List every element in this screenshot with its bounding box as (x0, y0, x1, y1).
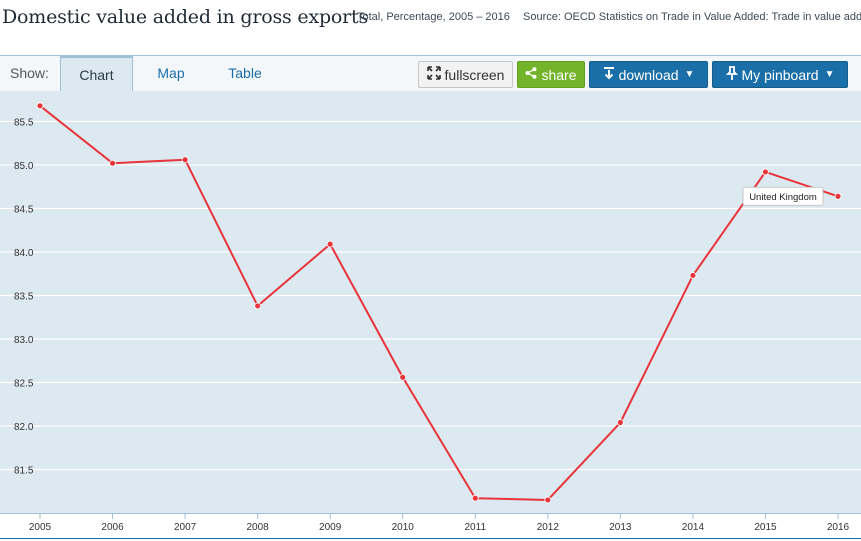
x-tick-label: 2013 (609, 522, 632, 533)
y-tick-label: 83.5 (14, 291, 34, 302)
y-tick-label: 85.5 (14, 117, 34, 128)
download-label: download (618, 66, 679, 83)
x-tick-label: 2015 (754, 522, 777, 533)
source-label: Source: OECD Statistics on Trade in Valu… (523, 11, 861, 23)
legend-tooltip-label: United Kingdom (749, 192, 817, 203)
data-point (254, 302, 262, 310)
data-point (471, 494, 479, 502)
x-tick-label: 2016 (827, 522, 850, 533)
y-tick-label: 83.0 (14, 335, 34, 346)
y-tick-label: 84.0 (14, 248, 34, 259)
x-tick-label: 2012 (537, 522, 560, 533)
download-button[interactable]: download ▼ (589, 61, 708, 88)
x-tick-label: 2011 (465, 522, 487, 533)
data-point (762, 168, 769, 176)
data-point (616, 419, 624, 426)
line-chart: 81.5 82.0 82.5 83.0 83.5 84.0 84.5 85.0 85.5 200… (0, 91, 861, 539)
x-tick-label: 2010 (392, 522, 415, 533)
x-tick-label: 2008 (247, 522, 270, 533)
y-axis-ticks: 81.5 82.0 82.5 83.0 83.5 84.0 84.5 85.0 85.5 (14, 117, 34, 476)
data-point (834, 192, 842, 200)
plot-background (0, 91, 861, 513)
toolbar: Show: Chart Map Table fullscreen share d… (0, 55, 861, 91)
x-tick-label: 2006 (101, 522, 124, 533)
y-tick-label: 85.0 (14, 161, 34, 172)
fullscreen-button[interactable]: fullscreen (418, 61, 513, 88)
pin-icon (725, 66, 738, 83)
pinboard-button[interactable]: My pinboard ▼ (712, 61, 848, 88)
caret-down-icon: ▼ (824, 69, 835, 80)
data-point (544, 496, 552, 504)
chart-title: Domestic value added in gross exports (2, 6, 369, 28)
data-point (181, 156, 189, 164)
legend-tooltip-box (742, 186, 824, 206)
x-tick-label: 2014 (682, 522, 705, 533)
tab-map[interactable]: Map (157, 65, 185, 81)
annotation-layer: United Kingdom (742, 186, 824, 206)
y-tick-label: 84.5 (14, 204, 34, 215)
share-label: share (541, 66, 577, 83)
x-tick-label: 2007 (174, 522, 197, 533)
show-label: Show: (10, 65, 49, 81)
data-point (399, 373, 407, 381)
caret-down-icon: ▼ (684, 69, 695, 80)
pinboard-label: My pinboard (741, 66, 819, 83)
series-line (39, 105, 839, 501)
tab-table[interactable]: Table (228, 65, 262, 81)
data-point (326, 240, 334, 248)
chart-subtitle: Total, Percentage, 2005 – 2016 (357, 11, 510, 23)
x-axis-ticks: 2005 2006 2007 2008 2009 2010 2011 2012 2013 2014… (29, 513, 850, 533)
x-tick-label: 2009 (319, 522, 342, 533)
chart-header: Domestic value added in gross exports To… (0, 0, 861, 36)
x-tick-label: 2005 (29, 522, 52, 533)
y-tick-label: 82.5 (14, 378, 34, 389)
series-layer (36, 102, 842, 504)
expand-icon (426, 66, 441, 83)
share-icon (525, 67, 537, 82)
chart-area: 81.5 82.0 82.5 83.0 83.5 84.0 84.5 85.0 85.5 200… (0, 91, 861, 541)
y-tick-label: 81.5 (14, 465, 34, 476)
fullscreen-label: fullscreen (444, 66, 505, 83)
data-point (36, 102, 44, 110)
tab-chart[interactable]: Chart (60, 56, 133, 91)
data-point (689, 272, 697, 279)
share-button[interactable]: share (517, 61, 585, 88)
gridlines (0, 120, 861, 471)
download-icon (603, 66, 615, 83)
data-point (109, 159, 116, 167)
y-tick-label: 82.0 (14, 422, 34, 433)
